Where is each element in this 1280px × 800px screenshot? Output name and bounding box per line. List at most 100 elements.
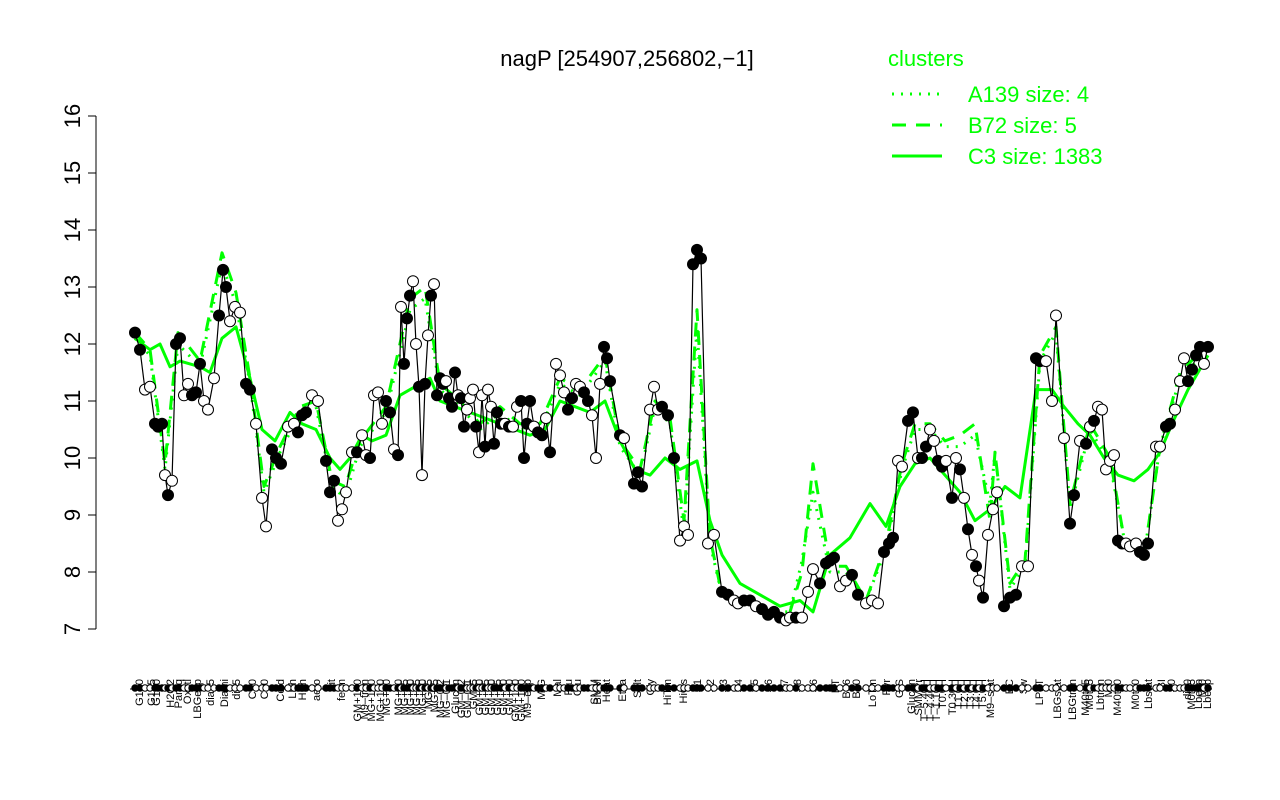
rug-marker xyxy=(606,684,614,692)
data-point xyxy=(896,460,908,473)
rug-marker xyxy=(862,684,870,692)
rug-marker xyxy=(734,684,742,692)
rug-marker xyxy=(1012,684,1020,692)
rug-marker xyxy=(620,684,628,692)
y-tick-label: 8 xyxy=(60,566,85,578)
rug-marker xyxy=(993,684,1001,692)
rug-marker xyxy=(942,684,950,692)
y-tick-label: 11 xyxy=(60,390,85,413)
data-point xyxy=(202,403,214,416)
data-point xyxy=(524,395,536,407)
data-point xyxy=(907,406,919,419)
data-point xyxy=(554,369,566,382)
data-point xyxy=(796,611,808,624)
data-point xyxy=(987,503,999,516)
data-point xyxy=(1142,537,1154,550)
rug-marker xyxy=(809,684,817,692)
profile-points xyxy=(129,243,1214,627)
data-point xyxy=(1178,352,1190,365)
data-point xyxy=(1096,403,1108,416)
rug-marker xyxy=(1126,684,1134,692)
data-point xyxy=(256,491,268,504)
data-point xyxy=(312,395,324,407)
rug-marker xyxy=(1076,684,1084,692)
data-point xyxy=(1108,449,1120,462)
rug-marker xyxy=(704,684,712,692)
data-point xyxy=(662,409,674,422)
data-point xyxy=(566,392,578,405)
data-point xyxy=(1050,309,1062,322)
data-point xyxy=(292,426,304,439)
data-point xyxy=(217,263,229,276)
rug-marker xyxy=(204,684,212,692)
data-point xyxy=(144,380,156,393)
rug-marker xyxy=(816,684,824,692)
data-point xyxy=(384,406,396,419)
data-point xyxy=(586,409,598,422)
data-point xyxy=(1169,403,1181,416)
data-point xyxy=(1064,517,1076,530)
data-point xyxy=(380,395,392,407)
data-point xyxy=(582,395,594,407)
legend-label: A139 size: 4 xyxy=(968,82,1089,107)
data-point xyxy=(940,454,952,467)
data-point xyxy=(604,375,616,388)
data-point xyxy=(946,491,958,504)
data-point xyxy=(332,514,344,527)
data-point xyxy=(449,366,461,379)
y-axis: 7 8 9 10 11 12 13 14 15 16 xyxy=(60,104,97,635)
data-point xyxy=(982,528,994,541)
chart-title: nagP [254907,256802,−1] xyxy=(500,46,753,71)
data-point xyxy=(446,400,458,413)
rug-marker xyxy=(1052,684,1060,692)
rug-marker xyxy=(740,684,748,692)
data-point xyxy=(674,534,686,547)
data-point xyxy=(491,406,503,419)
data-point xyxy=(250,417,262,430)
data-point xyxy=(687,258,699,271)
data-point xyxy=(1186,363,1198,376)
data-point xyxy=(920,440,932,453)
data-point xyxy=(174,332,186,345)
rug-marker xyxy=(786,684,794,692)
y-tick-label: 10 xyxy=(60,446,85,470)
data-point xyxy=(1022,560,1034,573)
data-point xyxy=(1202,340,1214,353)
data-point xyxy=(1198,357,1210,370)
rug-marker xyxy=(1204,684,1212,692)
data-point xyxy=(872,597,884,610)
x-tick-label: G150 xyxy=(134,679,146,706)
data-point xyxy=(648,380,660,393)
rug-marker xyxy=(1000,684,1008,692)
data-point xyxy=(636,480,648,493)
data-point xyxy=(166,474,178,487)
rug-marker xyxy=(546,684,554,692)
y-tick-label: 9 xyxy=(60,509,85,521)
data-point xyxy=(234,306,246,319)
data-point xyxy=(336,503,348,516)
cluster-series-line xyxy=(133,251,1210,614)
rug-marker xyxy=(670,684,678,692)
data-point xyxy=(428,278,440,291)
data-point xyxy=(407,275,419,288)
data-point xyxy=(392,449,404,462)
rug-marker xyxy=(1018,684,1026,692)
data-point xyxy=(162,489,174,502)
rug-marker xyxy=(868,684,876,692)
data-point xyxy=(364,452,376,464)
data-point xyxy=(422,329,434,342)
rug-marker xyxy=(898,684,906,692)
data-point xyxy=(998,600,1010,613)
y-tick-label: 13 xyxy=(60,275,85,299)
data-point xyxy=(461,403,473,416)
data-point xyxy=(1138,548,1150,561)
data-point xyxy=(208,372,220,385)
rug-marker xyxy=(710,684,718,692)
rug-marker xyxy=(277,684,285,692)
data-point xyxy=(601,352,613,365)
rug-marker xyxy=(874,684,882,692)
data-point xyxy=(814,577,826,590)
data-point xyxy=(320,454,332,467)
rug-marker xyxy=(252,684,260,692)
rug-marker xyxy=(314,684,322,692)
